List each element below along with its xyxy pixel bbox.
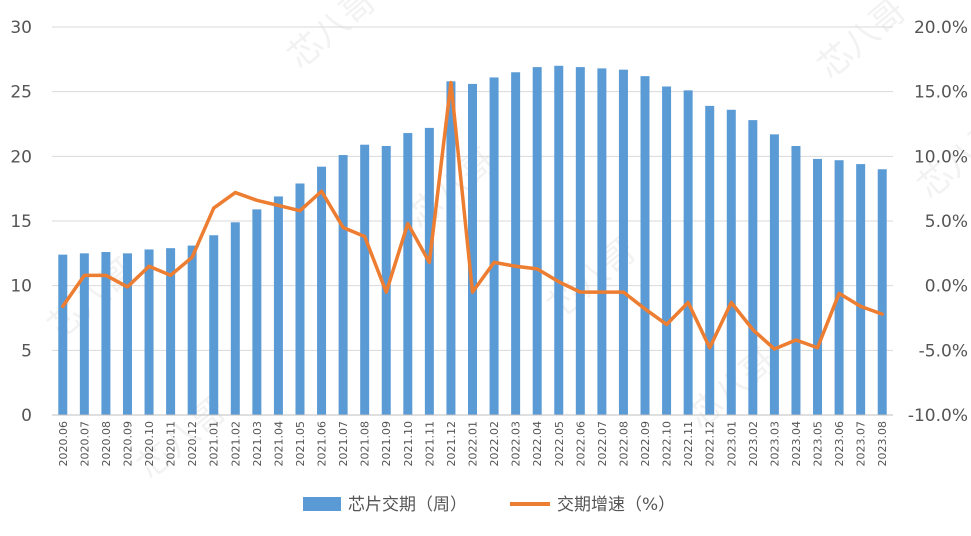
bar bbox=[511, 72, 520, 415]
x-tick-label: 2021.11 bbox=[423, 421, 436, 467]
x-tick-label: 2022.04 bbox=[531, 421, 544, 467]
bar bbox=[403, 133, 412, 415]
legend-bar-swatch bbox=[303, 497, 341, 511]
x-tick-label: 2020.07 bbox=[78, 421, 91, 467]
bar bbox=[705, 106, 714, 415]
x-tick-label: 2023.05 bbox=[812, 421, 825, 467]
x-tick-label: 2022.07 bbox=[596, 421, 609, 467]
right-tick-label: 5.0% bbox=[925, 212, 968, 232]
bar bbox=[360, 145, 369, 415]
bar bbox=[770, 134, 779, 415]
x-tick-label: 2020.09 bbox=[121, 421, 134, 467]
right-tick-label: -10.0% bbox=[908, 406, 968, 426]
bar bbox=[295, 183, 304, 415]
bar bbox=[684, 90, 693, 415]
bar bbox=[425, 128, 434, 415]
x-tick-label: 2021.05 bbox=[294, 421, 307, 467]
x-tick-label: 2022.09 bbox=[639, 421, 652, 467]
bar bbox=[878, 169, 887, 415]
x-tick-label: 2022.12 bbox=[704, 421, 717, 467]
legend-bar-label: 芯片交期（周） bbox=[348, 495, 467, 515]
x-tick-label: 2022.03 bbox=[510, 421, 523, 467]
bar bbox=[619, 70, 628, 415]
bar bbox=[231, 222, 240, 415]
bar bbox=[533, 67, 542, 415]
left-tick-label: 5 bbox=[21, 341, 32, 361]
x-tick-label: 2020.06 bbox=[57, 421, 70, 467]
bar bbox=[554, 66, 563, 415]
right-axis: -10.0% -5.0% 0.0% 5.0% 10.0% 15.0% 20.0% bbox=[908, 18, 968, 426]
watermark-text: 芯八哥 bbox=[810, 0, 914, 87]
x-tick-label: 2021.03 bbox=[251, 421, 264, 467]
left-axis: 0 5 10 15 20 25 30 bbox=[10, 18, 32, 426]
left-tick-label: 30 bbox=[10, 18, 32, 38]
x-tick-label: 2021.09 bbox=[380, 421, 393, 467]
x-tick-label: 2021.02 bbox=[229, 421, 242, 467]
bar bbox=[274, 196, 283, 415]
x-tick-label: 2022.02 bbox=[488, 421, 501, 467]
x-tick-label: 2020.08 bbox=[100, 421, 113, 467]
right-tick-label: 15.0% bbox=[914, 83, 968, 103]
bar bbox=[835, 160, 844, 415]
x-tick-label: 2021.10 bbox=[402, 421, 415, 467]
x-tick-label: 2023.08 bbox=[876, 421, 889, 467]
x-tick-label: 2020.11 bbox=[165, 421, 178, 467]
bar bbox=[58, 255, 67, 415]
left-tick-label: 0 bbox=[21, 406, 32, 426]
x-tick-label: 2022.06 bbox=[574, 421, 587, 467]
bar bbox=[145, 249, 154, 415]
bar bbox=[209, 235, 218, 415]
x-tick-label: 2023.07 bbox=[855, 421, 868, 467]
x-tick-label: 2022.08 bbox=[617, 421, 630, 467]
bar bbox=[576, 67, 585, 415]
x-tick-label: 2021.07 bbox=[337, 421, 350, 467]
x-tick-label: 2023.01 bbox=[725, 421, 738, 467]
right-tick-label: 0.0% bbox=[925, 277, 968, 297]
x-tick-label: 2020.12 bbox=[186, 421, 199, 467]
x-tick-label: 2021.04 bbox=[272, 421, 285, 467]
right-tick-label: 10.0% bbox=[914, 147, 968, 167]
bar bbox=[597, 68, 606, 415]
bar bbox=[813, 159, 822, 415]
bar bbox=[856, 164, 865, 415]
bar bbox=[446, 81, 455, 415]
bar bbox=[252, 209, 261, 415]
x-tick-label: 2022.10 bbox=[661, 421, 674, 467]
x-tick-label: 2021.08 bbox=[359, 421, 372, 467]
left-tick-label: 10 bbox=[10, 277, 32, 297]
x-tick-label: 2022.05 bbox=[553, 421, 566, 467]
x-tick-label: 2023.03 bbox=[768, 421, 781, 467]
x-tick-label: 2023.06 bbox=[833, 421, 846, 467]
bar bbox=[339, 155, 348, 415]
bar bbox=[662, 86, 671, 415]
x-tick-label: 2022.01 bbox=[467, 421, 480, 467]
bar bbox=[727, 110, 736, 415]
bar bbox=[188, 246, 197, 415]
legend-line-label: 交期增速（%） bbox=[557, 495, 675, 515]
x-tick-label: 2021.01 bbox=[208, 421, 221, 467]
x-tick-label: 2023.04 bbox=[790, 421, 803, 467]
x-tick-label: 2021.06 bbox=[316, 421, 329, 467]
x-tick-label: 2023.02 bbox=[747, 421, 760, 467]
bar bbox=[490, 77, 499, 415]
left-tick-label: 20 bbox=[10, 147, 32, 167]
bar bbox=[791, 146, 800, 415]
bar bbox=[748, 120, 757, 415]
legend: 芯片交期（周） 交期增速（%） bbox=[303, 495, 675, 515]
x-tick-label: 2022.11 bbox=[682, 421, 695, 467]
right-tick-label: -5.0% bbox=[919, 341, 968, 361]
left-tick-label: 25 bbox=[10, 83, 32, 103]
right-tick-label: 20.0% bbox=[914, 18, 968, 38]
watermark-text: 芯八哥 bbox=[280, 0, 384, 77]
x-tick-label: 2021.12 bbox=[445, 421, 458, 467]
left-tick-label: 15 bbox=[10, 212, 32, 232]
x-tick-label: 2020.10 bbox=[143, 421, 156, 467]
bar bbox=[641, 76, 650, 415]
bar bbox=[123, 253, 132, 415]
bar bbox=[317, 167, 326, 415]
